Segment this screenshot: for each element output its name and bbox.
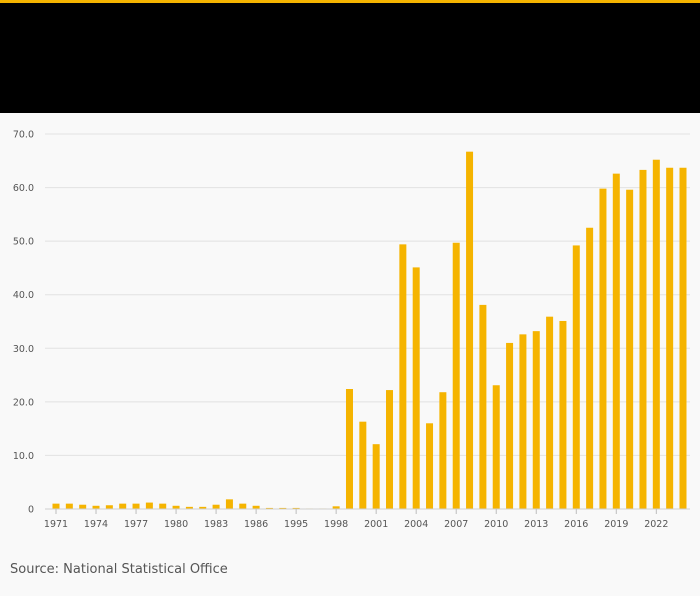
y-tick-label: 10.0 [13, 451, 34, 462]
bar-2005 [452, 242, 460, 509]
bars [52, 151, 687, 509]
bar-2002 [412, 267, 420, 509]
bar-2013 [559, 320, 567, 509]
x-tick-label: 1971 [44, 519, 68, 530]
x-tick-label: 1974 [84, 519, 108, 530]
bar-2008 [492, 385, 500, 509]
x-tick-label: 1983 [204, 519, 228, 530]
bar-1984 [225, 499, 233, 509]
x-tick-label: 1977 [124, 519, 148, 530]
source-note: Source: National Statistical Office [10, 562, 228, 577]
bar-1980 [172, 505, 180, 509]
bar-2001 [399, 244, 407, 509]
header-band [0, 3, 700, 113]
bar-2021 [666, 167, 674, 509]
y-tick-label: 50.0 [13, 237, 34, 248]
x-tick-label: 2004 [404, 519, 428, 530]
bar-1981 [185, 506, 193, 509]
y-axis-ticks: 0 10.0 20.0 30.0 40.0 50.0 60.0 70.0 [13, 130, 34, 516]
y-tick-label: 70.0 [13, 130, 34, 141]
bar-1986 [252, 505, 260, 509]
bar-2014 [572, 245, 580, 509]
bar-2010 [519, 334, 527, 509]
bar-1997 [345, 389, 353, 509]
bar-2011 [532, 331, 540, 509]
bar-2018 [626, 189, 634, 509]
bar-1985 [239, 503, 247, 509]
bar-1982 [199, 506, 207, 509]
x-axis-ticks: 1971 1974 1977 1980 1983 1986 1995 1998 2001 2004… [44, 509, 668, 530]
bar-chart: 010.020.030.040.050.060.070.0 1971 1974 19… [13, 130, 690, 530]
x-tick-label: 2010 [484, 519, 508, 530]
y-tick-label: 20.0 [13, 397, 34, 408]
bar-2003 [426, 423, 434, 509]
x-tick-label: 2001 [364, 519, 388, 530]
bar-1998 [359, 421, 367, 509]
bar-2016 [599, 188, 607, 509]
bar-2009 [506, 342, 514, 509]
y-tick-label: 30.0 [13, 344, 34, 355]
x-tick-label: 2022 [644, 519, 668, 530]
bar-2004 [439, 392, 447, 509]
bar-2017 [612, 173, 620, 509]
bar-2020 [652, 159, 660, 509]
x-tick-label: 1998 [324, 519, 348, 530]
bar-2000 [386, 390, 394, 509]
bar-1975 [105, 505, 113, 509]
x-tick-label: 1986 [244, 519, 268, 530]
bar-1989 [292, 507, 300, 509]
bar-1971 [52, 503, 60, 509]
x-tick-label: 2019 [604, 519, 628, 530]
x-tick-label: 2016 [564, 519, 588, 530]
bar-2012 [546, 316, 554, 509]
bar-1974 [92, 505, 100, 509]
bar-2022 [679, 167, 687, 509]
bar-1988 [279, 507, 287, 509]
bar-1979 [159, 503, 167, 509]
x-tick-label: 1995 [284, 519, 308, 530]
bar-1999 [372, 444, 380, 509]
bar-1973 [79, 504, 87, 509]
y-tick-label: 60.0 [13, 183, 34, 194]
y-tick-label: 40.0 [13, 290, 34, 301]
top-accent-bar [0, 0, 700, 3]
gridlines [45, 133, 690, 456]
x-tick-label: 2007 [444, 519, 468, 530]
bar-1978 [145, 502, 153, 509]
bar-2015 [586, 227, 594, 509]
bar-1987 [265, 507, 273, 509]
bar-1983 [212, 504, 220, 509]
bar-2006 [466, 151, 474, 509]
y-tick-label: 0 [28, 505, 34, 516]
bar-1972 [65, 503, 73, 509]
x-tick-label: 2013 [524, 519, 548, 530]
x-tick-label: 1980 [164, 519, 188, 530]
bar-1976 [119, 503, 127, 509]
bar-2007 [479, 304, 487, 509]
bar-1996 [332, 506, 340, 509]
bar-2019 [639, 169, 647, 509]
bar-1977 [132, 503, 140, 509]
